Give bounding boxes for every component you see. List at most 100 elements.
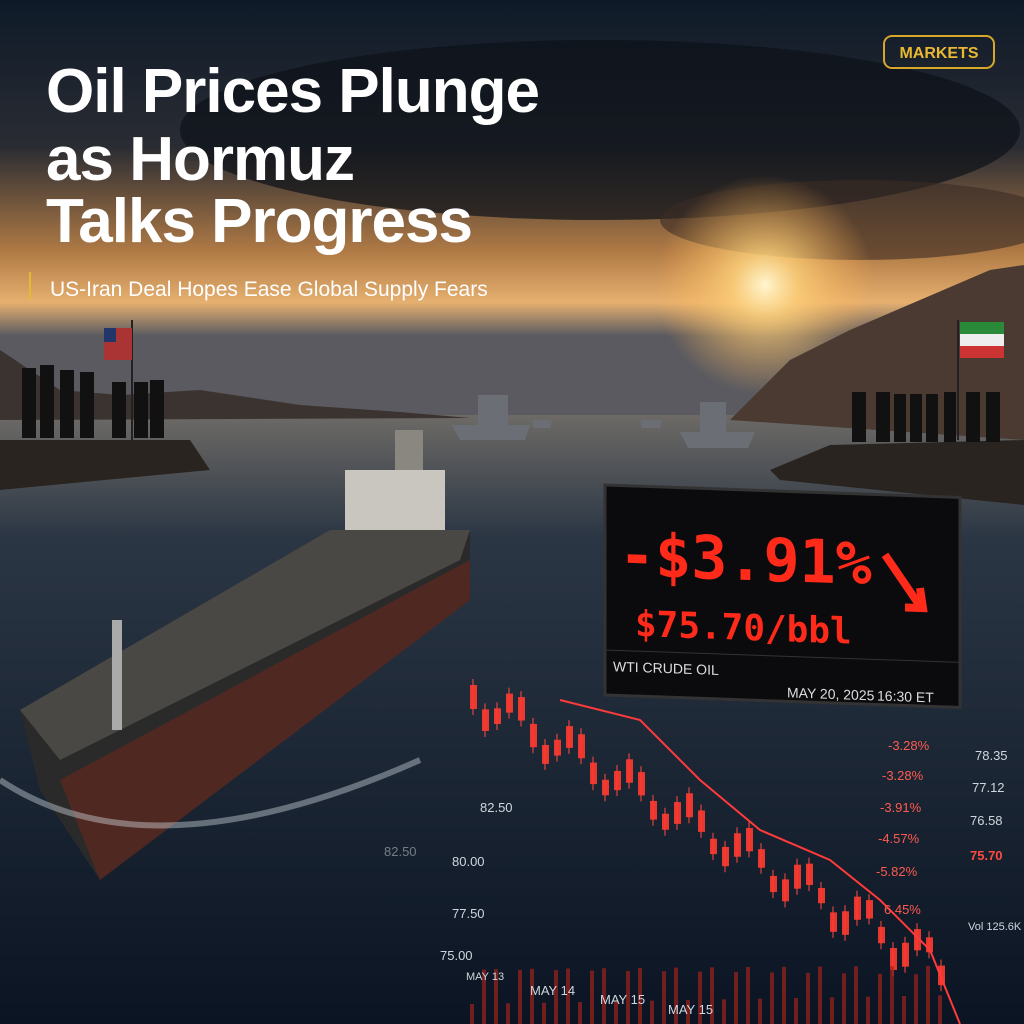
price-axis-label: 75.00 (440, 948, 473, 963)
change-label: -3.28% (888, 738, 930, 753)
decorative-candle (818, 888, 825, 904)
decorative-candle (470, 685, 477, 709)
decorative-candle (506, 1003, 510, 1024)
decorative-candle (818, 966, 822, 1024)
wake (0, 757, 422, 829)
decorative-candle (566, 968, 570, 1024)
ticker-board: -$3.91% $75.70/bbl WTI CRUDE OIL MAY 20,… (603, 483, 962, 709)
decorative-candle (758, 998, 762, 1024)
decorative-candle (878, 926, 885, 944)
people-left (22, 365, 164, 438)
flag-us-canton (104, 328, 116, 342)
decorative-candle (626, 759, 633, 783)
headline-line: Talks Progress (46, 187, 472, 256)
decorative-candle (722, 846, 729, 867)
cliff-right (770, 440, 1024, 505)
decorative-candle (746, 967, 750, 1024)
decorative-candle (542, 744, 549, 764)
change-label: -3.28% (882, 768, 924, 783)
decorative-candle (638, 967, 642, 1024)
decorative-candle (842, 973, 846, 1024)
decorative-candle (830, 912, 837, 932)
decorative-candle (722, 999, 726, 1024)
decorative-candle (626, 970, 630, 1024)
decorative-candle (698, 971, 702, 1024)
decorative-candle (782, 879, 789, 902)
decorative-candle (506, 693, 513, 713)
price-axis-label: 77.50 (452, 906, 485, 921)
decorative-candle (710, 838, 717, 855)
decorative-candle (866, 900, 873, 919)
tanker-deck (20, 530, 470, 760)
flag-iran (960, 346, 1004, 358)
candlestick-overlay (470, 679, 945, 1024)
volume-label: Vol 125.6K (968, 921, 1022, 933)
decorative-candle (746, 828, 753, 852)
decorative-candle (878, 973, 882, 1024)
headline-line: Oil Prices Plunge (46, 57, 539, 126)
decorative-candle (902, 942, 909, 967)
tanker-mast (112, 620, 122, 730)
price-label: 76.58 (970, 813, 1003, 828)
decorative-candle (662, 971, 666, 1024)
decorative-candle (830, 997, 834, 1024)
decorative-candle (542, 1002, 546, 1024)
warships (452, 395, 755, 448)
decorative-candle (770, 875, 777, 893)
decorative-candle (566, 726, 573, 748)
decorative-candle (686, 793, 693, 818)
flag-iran (960, 322, 1004, 334)
decorative-candle (890, 947, 897, 971)
decorative-candle (926, 965, 930, 1024)
decorative-candle (518, 969, 522, 1024)
decorative-candle (914, 974, 918, 1024)
decorative-candle (518, 697, 525, 721)
date-label: MAY 15 (600, 992, 645, 1007)
decorative-candle (734, 972, 738, 1024)
decorative-candle (842, 911, 849, 935)
decorative-candle (926, 937, 933, 953)
decorative-candle (602, 968, 606, 1024)
headline-line: as Hormuz (46, 125, 354, 194)
change-label: -5.82% (876, 864, 918, 879)
decorative-candle (482, 969, 486, 1024)
change-label: 6.45% (884, 902, 921, 917)
decorative-candle (854, 966, 858, 1024)
decorative-candle (554, 739, 561, 756)
date-label: MAY 15 (668, 1002, 713, 1017)
decorative-candle (602, 779, 609, 796)
price-axis-label: 82.50 (480, 800, 513, 815)
tanker-side (60, 560, 470, 880)
ticker-date: MAY 20, 2025 (787, 684, 875, 703)
down-arrow (881, 552, 928, 613)
decorative-candle (806, 863, 813, 885)
decorative-candle (674, 802, 681, 824)
people-right (852, 392, 1000, 442)
decorative-candle (734, 833, 741, 857)
price-axis-label: 80.00 (452, 854, 485, 869)
decorative-candle (638, 772, 645, 796)
decorative-candle (590, 762, 597, 785)
tag-badge (883, 35, 995, 69)
decorative-candle (854, 896, 861, 920)
decorative-candle (578, 1001, 582, 1024)
decorative-candle (758, 849, 765, 868)
decorative-candle (482, 709, 489, 731)
decorative-candle (530, 968, 534, 1024)
price-label: 75.70 (970, 848, 1003, 863)
price-axis-label: 82.50 (384, 844, 417, 859)
decorative-candle (494, 969, 498, 1024)
price-label: 77.12 (972, 780, 1005, 795)
decorative-candle (794, 997, 798, 1024)
cliff-left (0, 440, 210, 490)
decorative-candle (938, 965, 945, 986)
tanker-bridge (345, 470, 445, 530)
decorative-candle (902, 995, 906, 1024)
decorative-candle (650, 1000, 654, 1024)
decorative-candle (662, 813, 669, 830)
decorative-candle (530, 723, 537, 748)
decorative-candle (650, 800, 657, 820)
clouds (180, 40, 1020, 220)
